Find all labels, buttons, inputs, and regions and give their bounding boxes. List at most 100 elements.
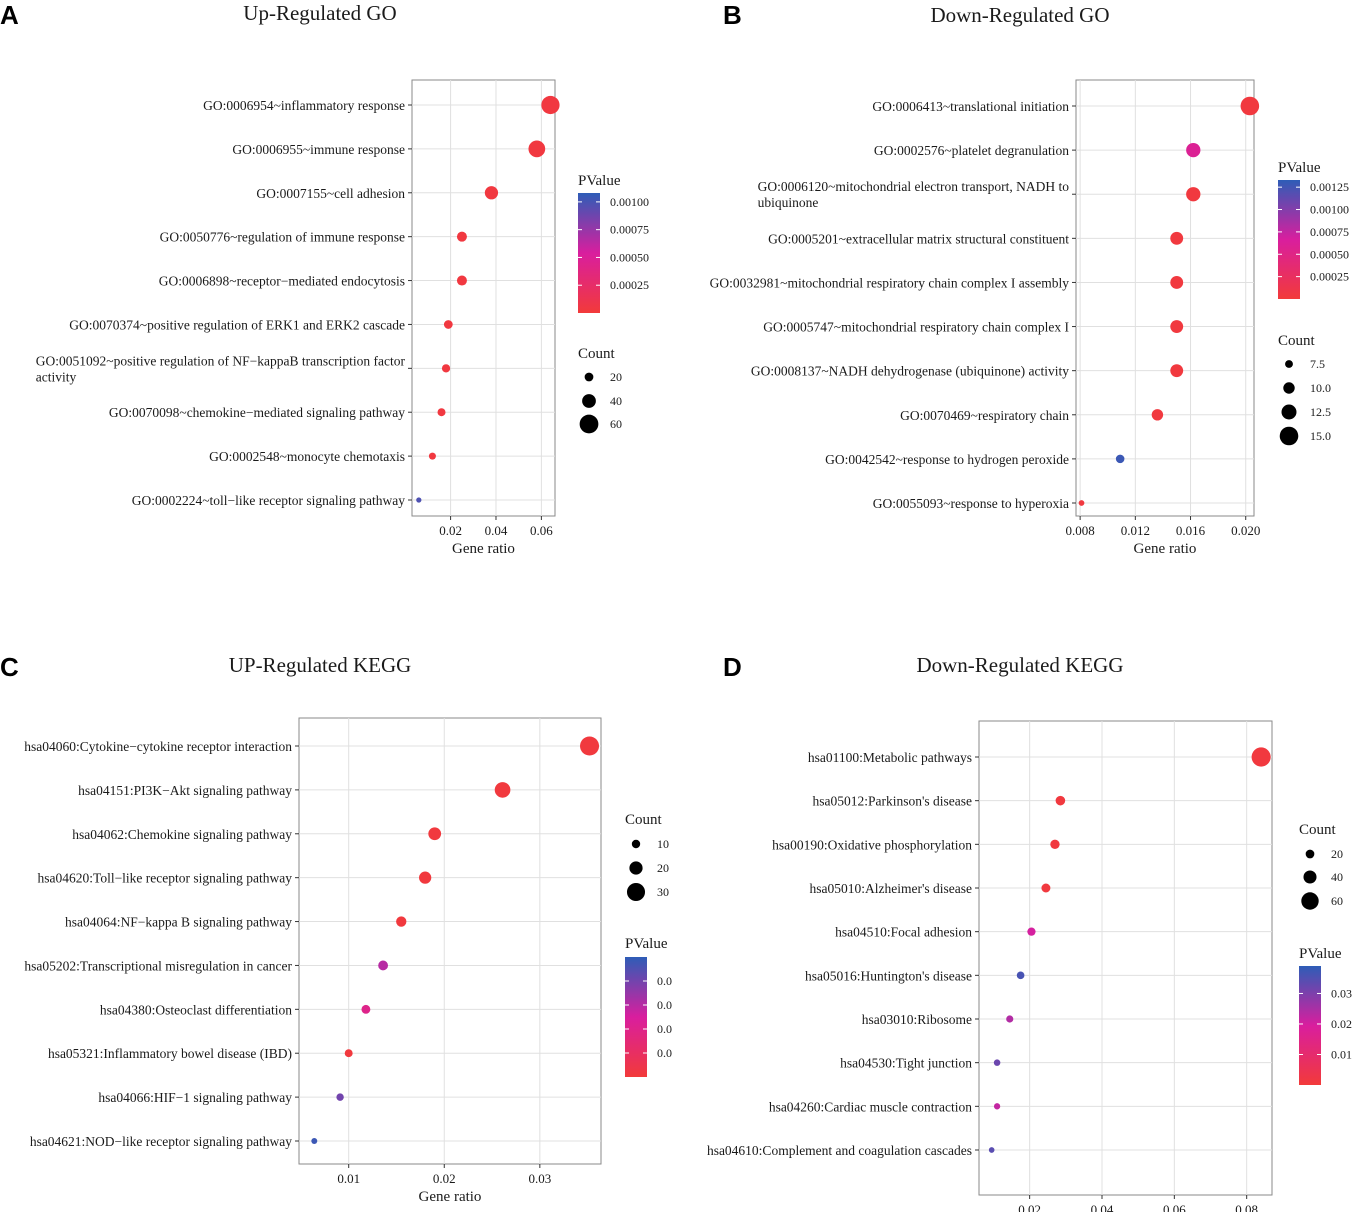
data-point bbox=[419, 871, 432, 884]
panel-letter: A bbox=[0, 0, 19, 30]
category-label: GO:0005201~extracellular matrix structur… bbox=[768, 231, 1069, 246]
x-tick-label: 0.06 bbox=[530, 523, 553, 538]
category-label: hsa04510:Focal adhesion bbox=[835, 925, 972, 940]
count-legend-label: 7.5 bbox=[1310, 357, 1325, 371]
category-label: GO:0055093~response to hyperoxia bbox=[873, 496, 1069, 511]
x-tick-label: 0.02 bbox=[433, 1171, 456, 1186]
data-point bbox=[311, 1138, 318, 1144]
x-tick-label: 0.012 bbox=[1121, 523, 1150, 538]
colorbar-tick-label: 0.00100 bbox=[1310, 203, 1349, 217]
category-label: hsa04620:Toll−like receptor signaling pa… bbox=[38, 871, 293, 886]
category-label-continued: ubiquinone bbox=[758, 195, 819, 210]
panel-letter: B bbox=[723, 0, 742, 30]
data-point bbox=[1170, 320, 1184, 333]
x-tick-label: 0.08 bbox=[1235, 1202, 1258, 1212]
pvalue-colorbar bbox=[1278, 180, 1300, 299]
colorbar-tick-label: 0.00025 bbox=[610, 278, 649, 292]
category-label: hsa05010:Alzheimer's disease bbox=[809, 881, 972, 896]
count-legend-dot bbox=[1281, 404, 1297, 420]
panel-letter: D bbox=[723, 652, 742, 682]
panel-b: B Down-Regulated GO 0.008 0.012 0.016 0.020 Ge… bbox=[710, 0, 1349, 557]
category-label: hsa04530:Tight junction bbox=[840, 1056, 972, 1071]
count-legend-dot bbox=[582, 394, 596, 408]
panel-letter: C bbox=[0, 652, 19, 682]
x-tick-label: 0.06 bbox=[1163, 1202, 1186, 1212]
data-point bbox=[336, 1093, 344, 1101]
data-point bbox=[1151, 409, 1164, 421]
panel-c: C UP-Regulated KEGG 0.01 0.02 0.03 Gene ratio… bbox=[0, 652, 672, 1205]
count-legend-title: Count bbox=[1299, 822, 1337, 838]
plot-area bbox=[1075, 79, 1255, 517]
x-tick-label: 0.020 bbox=[1231, 523, 1260, 538]
data-point bbox=[528, 140, 546, 158]
plot-area bbox=[298, 717, 602, 1165]
category-label: GO:0006954~inflammatory response bbox=[203, 98, 405, 113]
count-legend-dot bbox=[579, 414, 599, 434]
data-point bbox=[484, 186, 499, 200]
chart-title: UP-Regulated KEGG bbox=[229, 653, 412, 677]
data-point bbox=[1170, 276, 1184, 289]
data-point bbox=[1186, 187, 1201, 202]
data-point bbox=[456, 275, 467, 286]
count-legend-label: 20 bbox=[657, 861, 669, 875]
category-label: hsa04621:NOD−like receptor signaling pat… bbox=[30, 1134, 292, 1149]
count-legend-label: 30 bbox=[657, 885, 669, 899]
count-legend-dot bbox=[1301, 892, 1319, 910]
category-label: hsa05321:Inflammatory bowel disease (IBD… bbox=[48, 1046, 292, 1061]
category-label: GO:0070098~chemokine−mediated signaling … bbox=[109, 405, 405, 420]
category-label: hsa04260:Cardiac muscle contraction bbox=[769, 1099, 972, 1114]
data-point bbox=[1251, 747, 1271, 767]
data-point bbox=[456, 231, 467, 242]
count-legend-label: 10 bbox=[657, 837, 669, 851]
count-legend-title: Count bbox=[625, 812, 663, 828]
data-point bbox=[1240, 96, 1260, 116]
category-label: GO:0050776~regulation of immune response bbox=[160, 230, 405, 245]
category-label: hsa00190:Oxidative phosphorylation bbox=[772, 837, 972, 852]
category-label: hsa04610:Complement and coagulation casc… bbox=[707, 1143, 972, 1158]
colorbar-tick-label: 0.01 bbox=[1331, 1047, 1352, 1061]
x-tick-label: 0.01 bbox=[337, 1171, 360, 1186]
category-label: hsa05012:Parkinson's disease bbox=[812, 794, 972, 809]
pvalue-legend-title: PValue bbox=[1278, 160, 1321, 176]
x-tick-label: 0.008 bbox=[1066, 523, 1095, 538]
count-legend-label: 10.0 bbox=[1310, 381, 1331, 395]
category-label: hsa04064:NF−kappa B signaling pathway bbox=[65, 915, 292, 930]
data-point bbox=[361, 1004, 371, 1014]
x-tick-label: 0.02 bbox=[1018, 1202, 1041, 1212]
category-label: GO:0006120~mitochondrial electron transp… bbox=[758, 179, 1070, 194]
count-legend-dot bbox=[1285, 360, 1293, 368]
data-point bbox=[1027, 927, 1036, 936]
colorbar-tick-label: 0.00050 bbox=[610, 250, 649, 264]
category-label: GO:0032981~mitochondrial respiratory cha… bbox=[710, 275, 1070, 290]
count-legend-label: 15.0 bbox=[1310, 429, 1331, 443]
colorbar-tick-label: 0.02 bbox=[1331, 1017, 1352, 1031]
count-legend-dot bbox=[1283, 382, 1295, 394]
x-axis-label: Gene ratio bbox=[452, 541, 515, 557]
count-legend-dot bbox=[584, 372, 594, 382]
data-point bbox=[1170, 231, 1184, 245]
colorbar-tick-label: 0.00050 bbox=[1310, 247, 1349, 261]
category-label: GO:0051092~positive regulation of NF−kap… bbox=[36, 353, 406, 368]
category-label: GO:0042542~response to hydrogen peroxide bbox=[825, 452, 1069, 467]
data-point bbox=[344, 1049, 353, 1058]
count-legend-dot bbox=[1305, 849, 1315, 859]
count-legend-label: 40 bbox=[1331, 870, 1343, 884]
category-label: GO:0008137~NADH dehydrogenase (ubiquinon… bbox=[751, 364, 1069, 379]
colorbar-tick-label: 0.00100 bbox=[610, 195, 649, 209]
chart-title: Down-Regulated KEGG bbox=[916, 653, 1123, 677]
colorbar-tick-label: 0.0 bbox=[657, 1022, 672, 1036]
x-tick-label: 0.04 bbox=[1091, 1202, 1114, 1212]
data-point bbox=[1115, 454, 1125, 464]
x-axis-label: Gene ratio bbox=[419, 1189, 482, 1205]
count-legend-label: 60 bbox=[1331, 894, 1343, 908]
count-legend-label: 12.5 bbox=[1310, 405, 1331, 419]
category-label: hsa05202:Transcriptional misregulation i… bbox=[24, 958, 292, 973]
category-label: hsa04380:Osteoclast differentiation bbox=[100, 1002, 292, 1017]
pvalue-legend-title: PValue bbox=[1299, 946, 1342, 962]
x-axis-label: Gene ratio bbox=[1134, 541, 1197, 557]
plot-area bbox=[978, 720, 1273, 1196]
category-label: GO:0006955~immune response bbox=[232, 142, 405, 157]
data-point bbox=[494, 782, 511, 798]
